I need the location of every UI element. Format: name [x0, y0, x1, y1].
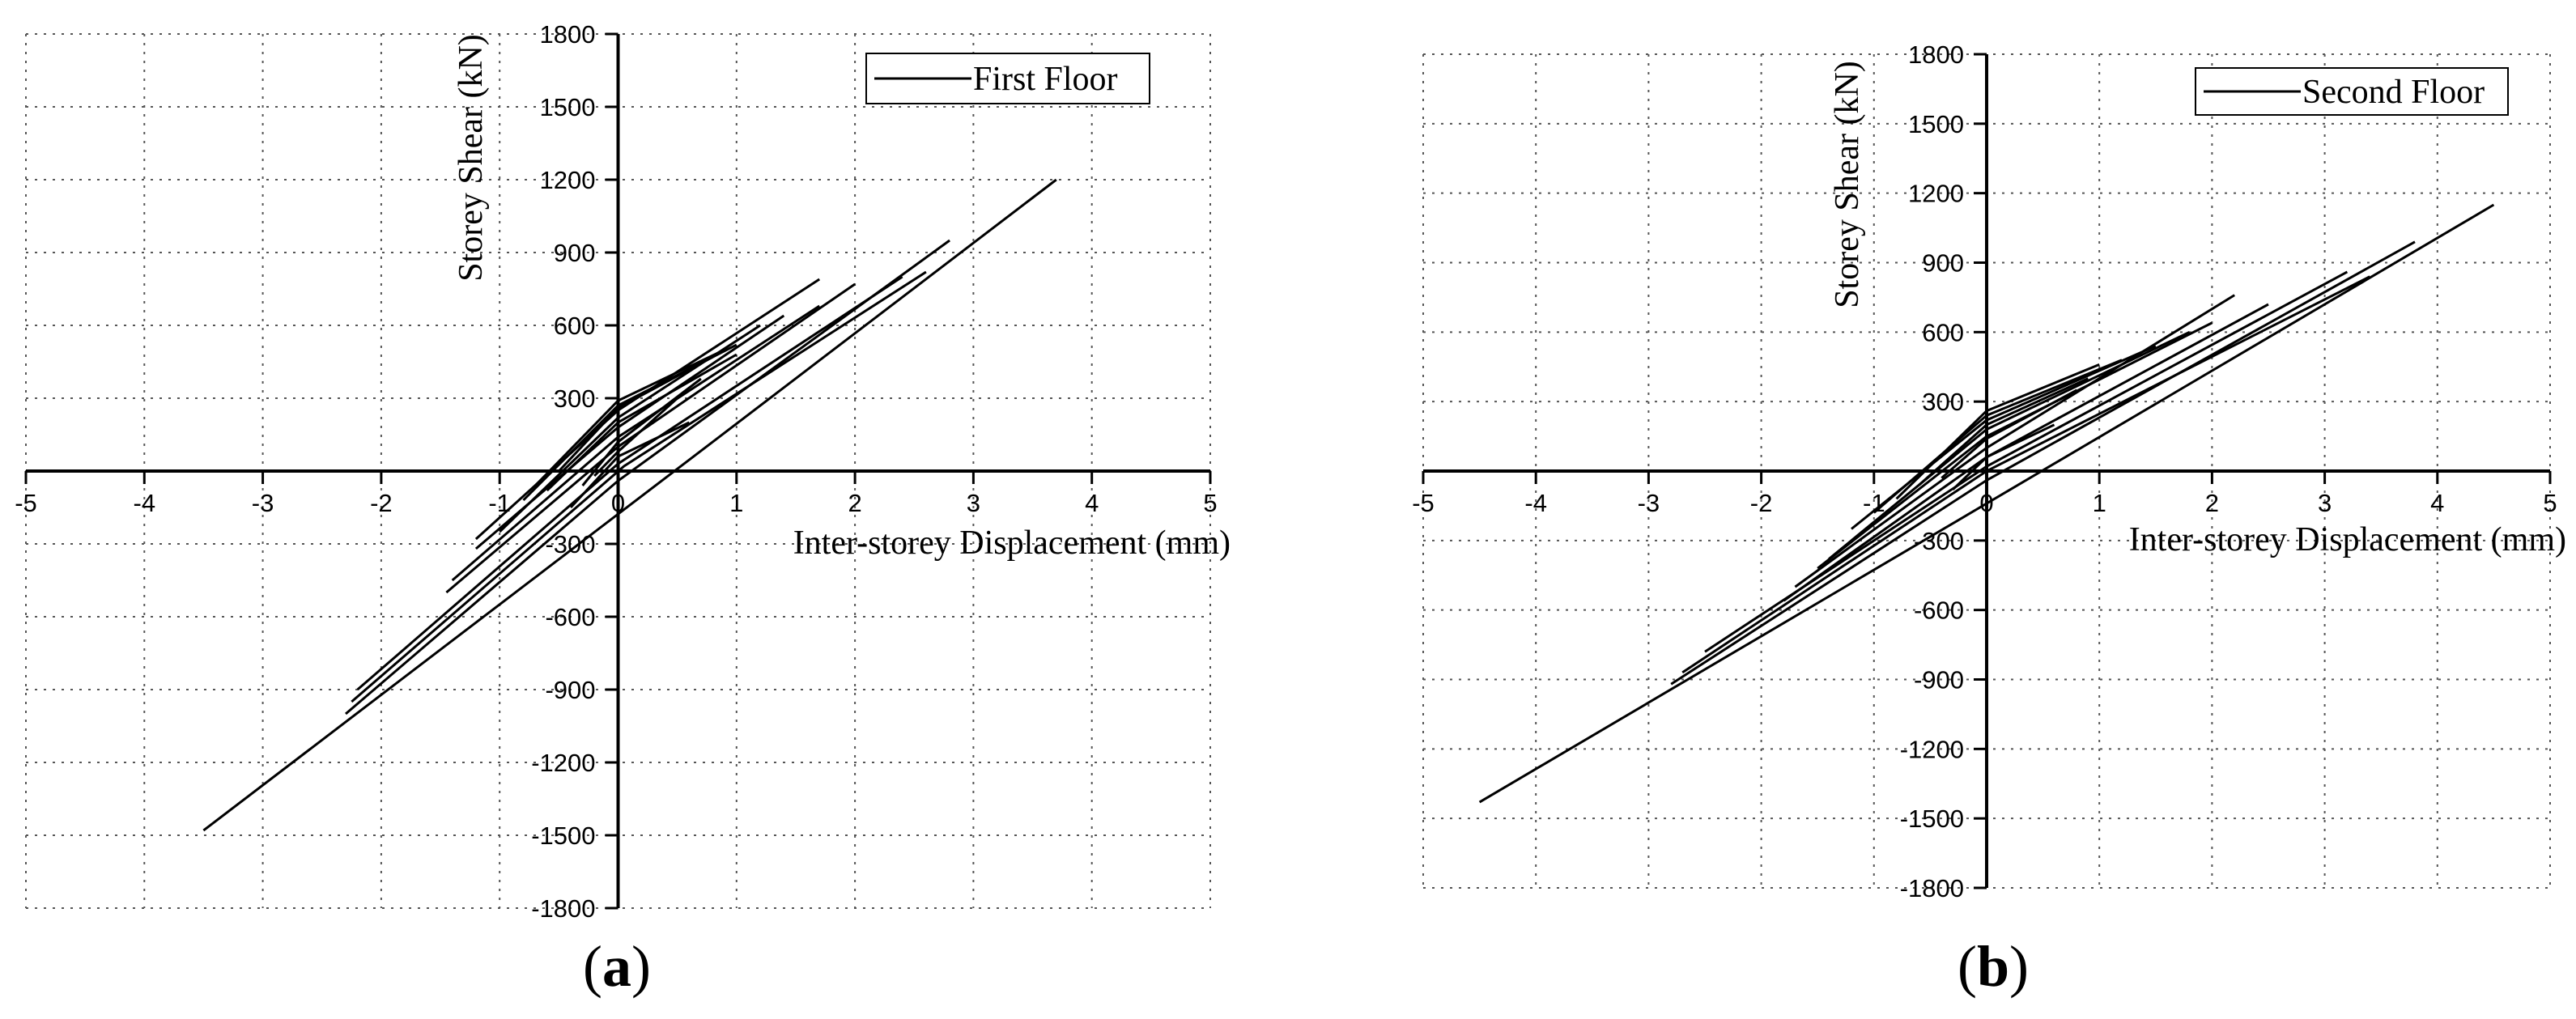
y-tick-label: -600: [545, 603, 595, 631]
x-axis-label: Inter-storey Displacement (mm): [2129, 521, 2566, 558]
series-line-segment: [202, 178, 1057, 832]
x-tick-label: -1: [488, 489, 511, 517]
x-tick-label: -3: [1638, 489, 1660, 517]
series-line-segment: [1817, 321, 2213, 570]
y-tick-label: 600: [1922, 318, 1964, 346]
x-tick-label: -4: [1524, 489, 1547, 517]
y-axis-label: Storey Shear (kN): [1829, 61, 1866, 308]
y-tick-label: 1200: [1908, 180, 1964, 208]
legend-label: Second Floor: [2302, 74, 2485, 111]
y-tick-label: -600: [1914, 597, 1964, 625]
y-tick-label: 300: [554, 384, 596, 413]
x-tick-label: -2: [370, 489, 393, 517]
y-tick-label: -900: [545, 676, 595, 704]
series-line-segment: [1670, 240, 2416, 686]
y-tick-label: -1500: [1900, 805, 1964, 833]
series-line-segment: [593, 397, 678, 478]
x-tick-label: -5: [1412, 489, 1435, 517]
x-tick-label: -5: [15, 489, 37, 517]
x-tick-label: 4: [1085, 489, 1099, 517]
y-tick-label: -1800: [531, 894, 595, 923]
y-tick-label: -1800: [1900, 874, 1964, 902]
x-tick-label: 1: [2093, 489, 2106, 517]
legend-label: First Floor: [973, 61, 1118, 98]
series-line-segment: [558, 355, 714, 473]
y-tick-label: 600: [554, 312, 596, 340]
series-line-segment: [1872, 359, 2123, 514]
y-tick-label: 1800: [1908, 40, 1964, 69]
y-tick-label: 900: [554, 239, 596, 267]
y-tick-label: -1200: [1900, 735, 1964, 763]
series-line-segment: [546, 353, 738, 492]
y-axis-label: Storey Shear (kN): [453, 34, 490, 282]
y-tick-label: 300: [1922, 388, 1964, 416]
series-line-segment: [534, 348, 725, 487]
x-tick-label: -3: [252, 489, 274, 517]
y-tick-label: 1800: [540, 20, 596, 49]
x-tick-label: 1: [729, 489, 743, 517]
series-line-segment: [1895, 363, 2100, 500]
x-axis-label: Inter-storey Displacement (mm): [793, 524, 1231, 562]
x-tick-label: 5: [1203, 489, 1217, 517]
legend-box: [2195, 67, 2509, 116]
x-tick-label: -2: [1750, 489, 1773, 517]
y-tick-label: 1500: [1908, 110, 1964, 138]
series-line-segment: [451, 304, 821, 582]
x-tick-label: 4: [2430, 489, 2444, 517]
x-tick-label: -4: [134, 489, 156, 517]
y-tick-label: 1200: [540, 166, 596, 194]
chart-panel-a: -5 -4 -3 -2 -1 0 1 2 3 4 5-1800-1500-1200-900-600-…: [15, 20, 1231, 999]
series-line-segment: [1681, 275, 2370, 674]
y-tick-label: 900: [1922, 249, 1964, 278]
x-tick-label: 3: [967, 489, 980, 517]
series-line-segment: [474, 278, 821, 541]
series-line-segment: [1918, 377, 2089, 486]
series-line-segment: [569, 421, 690, 509]
x-tick-label: 2: [848, 489, 861, 517]
series-line-segment: [1952, 423, 2055, 490]
series-line-segment: [345, 239, 950, 715]
chart-panel-b: -5 -4 -3 -2 -1 0 1 2 3 4 5-1800-1500-1200-900-600-…: [1412, 40, 2566, 999]
series-line-segment: [356, 275, 903, 691]
y-tick-label: -900: [1914, 666, 1964, 694]
y-tick-label: -1500: [531, 822, 595, 850]
y-tick-label: -300: [545, 530, 595, 558]
series-line-segment: [581, 377, 702, 486]
y-tick-label: 1500: [540, 93, 596, 121]
series-line-segment: [351, 270, 927, 703]
series-line-segment: [1794, 294, 2235, 588]
series-line-segment: [445, 282, 856, 594]
series-line-segment: [1941, 388, 2078, 479]
series-line-segment: [1828, 330, 2191, 560]
x-tick-label: 5: [2543, 489, 2557, 517]
panel-label: (b): [1958, 934, 2029, 999]
y-tick-label: -1200: [531, 749, 595, 777]
series-line-segment: [1478, 203, 2495, 804]
x-tick-label: 2: [2205, 489, 2219, 517]
x-tick-label: 3: [2318, 489, 2332, 517]
panel-label: (a): [583, 934, 651, 999]
